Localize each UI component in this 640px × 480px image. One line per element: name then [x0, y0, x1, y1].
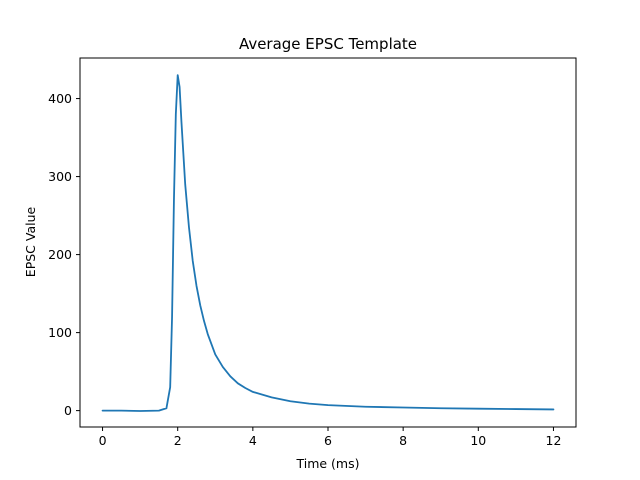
y-axis-label: EPSC Value: [23, 206, 38, 277]
x-tick-label: 2: [174, 433, 182, 448]
chart-title: Average EPSC Template: [239, 35, 417, 53]
axes-frame: [79, 57, 577, 428]
series-line-0: [101, 74, 555, 412]
y-tick-label: 100: [48, 325, 72, 340]
axis-ticks: 0 2 4 6 8 10 12 0 100 200 300 400: [48, 91, 561, 448]
y-tick-label: 0: [64, 403, 72, 418]
x-tick-label: 0: [99, 433, 107, 448]
y-tick-label: 200: [48, 247, 72, 262]
y-tick-label: 300: [48, 169, 72, 184]
x-tick-label: 10: [470, 433, 486, 448]
x-tick-label: 4: [249, 433, 257, 448]
x-axis-label: Time (ms): [295, 456, 359, 471]
y-tick-label: 400: [48, 91, 72, 106]
x-tick-label: 8: [399, 433, 407, 448]
plot-area: [101, 74, 555, 412]
x-tick-label: 12: [546, 433, 562, 448]
x-tick-label: 6: [324, 433, 332, 448]
